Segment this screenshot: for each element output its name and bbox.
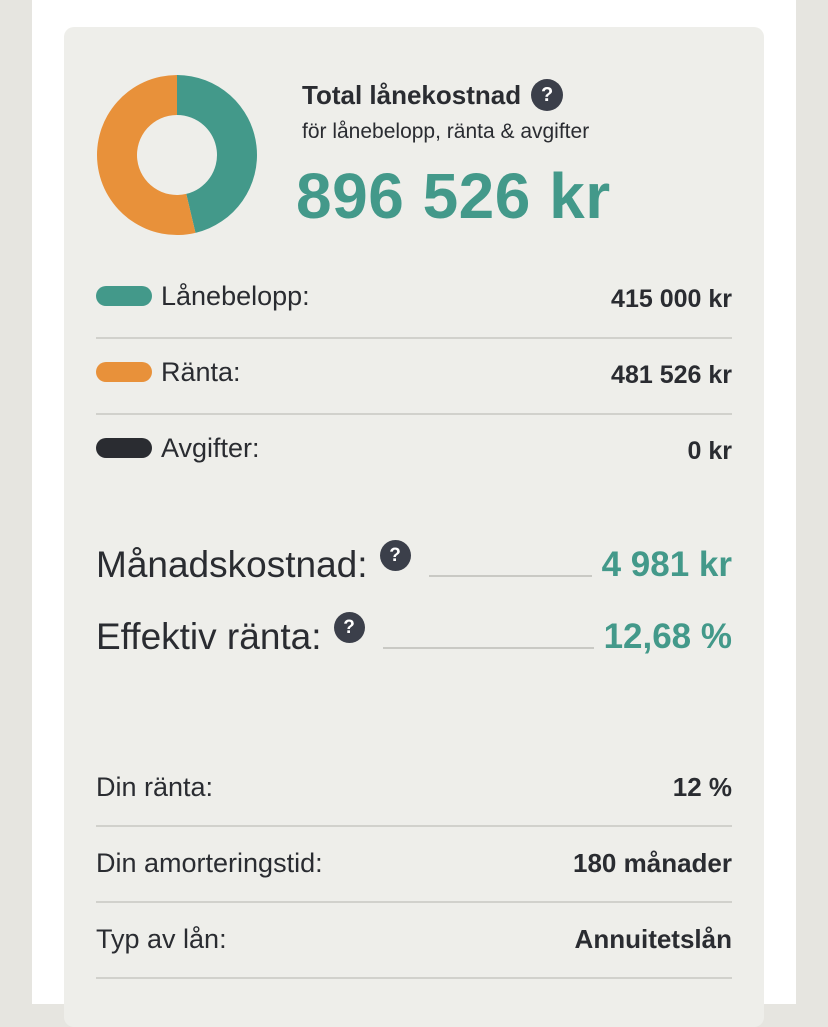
monthly-cost-row: Månadskostnad: ? 4 981 kr	[96, 540, 732, 586]
help-icon[interactable]: ?	[333, 612, 365, 643]
legend-row-lanebelopp: Lånebelopp: 415 000 kr	[96, 261, 732, 339]
lanebelopp-color-pill	[96, 286, 152, 306]
avgifter-color-pill	[96, 438, 152, 458]
detail-value: 180 månader	[573, 847, 732, 878]
legend-label: Ränta:	[161, 356, 241, 387]
legend-value: 0 kr	[687, 436, 732, 465]
legend-row-ranta: Ränta: 481 526 kr	[96, 337, 732, 415]
detail-value: 12 %	[672, 771, 732, 802]
total-cost-amount: 896 526 kr	[296, 160, 611, 232]
total-cost-subtitle: för lånebelopp, ränta & avgifter	[302, 120, 590, 143]
detail-label: Din ränta:	[96, 771, 214, 802]
total-cost-title: Total lånekostnad	[302, 79, 522, 110]
effective-rate-row: Effektiv ränta: ? 12,68 %	[96, 612, 732, 658]
ranta-color-pill	[96, 362, 152, 382]
help-icon[interactable]: ?	[531, 79, 564, 111]
legend-value: 481 526 kr	[611, 360, 732, 389]
detail-row-interest: Din ränta: 12 %	[96, 749, 732, 827]
donut-slice-ränta	[97, 75, 196, 235]
loan-summary-card: Total lånekostnad ? för lånebelopp, ränt…	[64, 27, 764, 1027]
effective-rate-value: 12,68 %	[603, 617, 732, 656]
detail-label: Din amorteringstid:	[96, 847, 323, 878]
legend-label: Avgifter:	[161, 432, 260, 463]
legend-value: 415 000 kr	[611, 284, 732, 313]
detail-row-term: Din amorteringstid: 180 månader	[96, 825, 732, 903]
detail-row-loan-type: Typ av lån: Annuitetslån	[96, 901, 732, 979]
cost-donut-chart	[97, 75, 258, 235]
total-cost-heading: Total lånekostnad ?	[302, 79, 564, 111]
monthly-cost-label: Månadskostnad:	[96, 544, 368, 585]
effective-rate-label: Effektiv ränta:	[96, 616, 322, 657]
donut-slice-lånebelopp	[177, 75, 258, 233]
leader-line	[428, 575, 592, 577]
legend-label: Lånebelopp:	[161, 280, 310, 311]
detail-label: Typ av lån:	[96, 923, 227, 954]
help-icon[interactable]: ?	[379, 540, 411, 571]
monthly-cost-value: 4 981 kr	[601, 545, 732, 584]
detail-value: Annuitetslån	[574, 923, 732, 954]
legend-row-avgifter: Avgifter: 0 kr	[96, 413, 732, 489]
leader-line	[382, 647, 594, 649]
page-container: Total lånekostnad ? för lånebelopp, ränt…	[32, 0, 796, 1027]
